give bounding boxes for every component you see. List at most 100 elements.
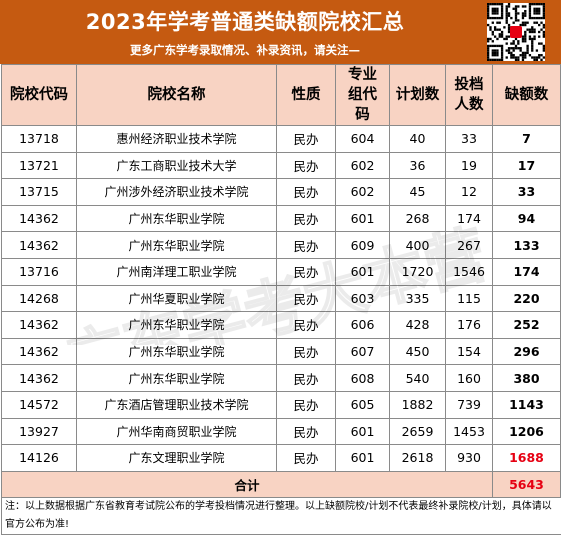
school-name: 广州涉外经济职业技术学院 [76,178,277,206]
school-nature: 民办 [276,337,336,366]
plan-count: 540 [389,364,446,392]
group-code: 601 [335,444,390,472]
admit-count: 33 [445,125,493,153]
school-code: 14126 [1,444,77,472]
table-row: 14268 广州华夏职业学院 民办 603 335 115 220 [1,284,561,313]
table-row: 13716 广州南洋理工职业学院 民办 601 1720 1546 174 [1,257,561,286]
col-admit-header: 投档人数 [445,64,493,126]
school-code: 14572 [1,390,77,419]
gap-count: 94 [492,204,561,233]
plan-count: 36 [389,151,446,180]
school-nature: 民办 [276,151,336,180]
admit-count: 739 [445,390,493,419]
col-code-header: 院校代码 [1,64,77,126]
school-nature: 民办 [276,204,336,233]
table-row: 14126 广东文理职业学院 民办 601 2618 930 1688 [1,444,561,472]
plan-count: 428 [389,311,446,339]
group-code: 603 [335,284,390,313]
school-code: 13721 [1,151,77,180]
total-value: 5643 [492,470,561,498]
school-code: 14268 [1,284,77,313]
group-code: 608 [335,364,390,392]
plan-count: 268 [389,204,446,233]
table-header-row: 院校代码 院校名称 性质 专业组代码 计划数 投档人数 缺额数 [1,64,561,126]
admit-count: 115 [445,284,493,313]
school-code: 13716 [1,257,77,286]
group-code: 604 [335,125,390,153]
col-nature-header: 性质 [276,64,336,126]
admit-count: 12 [445,178,493,206]
group-code: 602 [335,151,390,180]
school-nature: 民办 [276,444,336,472]
school-name: 惠州经济职业技术学院 [76,125,277,153]
table-row: 13927 广州华南商贸职业学院 民办 601 2659 1453 1206 [1,417,561,446]
gap-count: 33 [492,178,561,206]
col-gap-header: 缺额数 [492,64,561,126]
gap-count: 174 [492,257,561,286]
admit-count: 1546 [445,257,493,286]
col-name-header: 院校名称 [76,64,277,126]
table-row: 13715 广州涉外经济职业技术学院 民办 602 45 12 33 [1,178,561,206]
school-nature: 民办 [276,364,336,392]
school-nature: 民办 [276,125,336,153]
plan-count: 400 [389,231,446,259]
plan-count: 335 [389,284,446,313]
school-nature: 民办 [276,284,336,313]
school-code: 14362 [1,204,77,233]
school-nature: 民办 [276,390,336,419]
gap-count: 17 [492,151,561,180]
group-code: 601 [335,417,390,446]
gap-count: 1206 [492,417,561,446]
table-body: 13718 惠州经济职业技术学院 民办 604 40 33 7 13721 广东工商职业技术大学… [1,125,561,498]
table-row: 14362 广州东华职业学院 民办 606 428 176 252 [1,311,561,339]
school-code: 13718 [1,125,77,153]
gap-count: 7 [492,125,561,153]
total-label: 合计 [1,470,493,498]
school-code: 14362 [1,231,77,259]
school-name: 广州东华职业学院 [76,364,277,392]
school-name: 广州东华职业学院 [76,311,277,339]
page-title: 2023年学考普通类缺额院校汇总 [85,10,405,34]
gap-count: 1143 [492,390,561,419]
admit-count: 267 [445,231,493,259]
school-nature: 民办 [276,417,336,446]
group-code: 605 [335,390,390,419]
qr-code-icon [487,3,545,61]
title-banner: 2023年学考普通类缺额院校汇总 更多广东学考录取情况、补录资讯，请关注— [0,0,561,64]
group-code: 601 [335,257,390,286]
plan-count: 450 [389,337,446,366]
school-name: 广州华夏职业学院 [76,284,277,313]
plan-count: 1882 [389,390,446,419]
gap-count: 380 [492,364,561,392]
school-code: 14362 [1,364,77,392]
footnote: 注：以上数据根据广东省教育考试院公布的学考投档情况进行整理。以上缺额院校/计划不… [1,498,561,535]
school-name: 广州华南商贸职业学院 [76,417,277,446]
gap-count: 1688 [492,444,561,472]
group-code: 606 [335,311,390,339]
school-code: 13715 [1,178,77,206]
school-code: 13927 [1,417,77,446]
table-row: 14362 广州东华职业学院 民办 607 450 154 296 [1,337,561,366]
school-name: 广州东华职业学院 [76,231,277,259]
gap-count: 252 [492,311,561,339]
school-name: 广东工商职业技术大学 [76,151,277,180]
group-code: 609 [335,231,390,259]
plan-count: 40 [389,125,446,153]
admit-count: 160 [445,364,493,392]
table-row: 14572 广东酒店管理职业技术学院 民办 605 1882 739 1143 [1,390,561,419]
school-nature: 民办 [276,311,336,339]
school-name: 广州南洋理工职业学院 [76,257,277,286]
school-name: 广州东华职业学院 [76,204,277,233]
school-code: 14362 [1,311,77,339]
table-row: 13721 广东工商职业技术大学 民办 602 36 19 17 [1,151,561,180]
gap-count: 220 [492,284,561,313]
school-name: 广州东华职业学院 [76,337,277,366]
group-code: 601 [335,204,390,233]
gap-count: 296 [492,337,561,366]
group-code: 607 [335,337,390,366]
admit-count: 176 [445,311,493,339]
group-code: 602 [335,178,390,206]
plan-count: 2659 [389,417,446,446]
admit-count: 1453 [445,417,493,446]
table-row: 14362 广州东华职业学院 民办 601 268 174 94 [1,204,561,233]
